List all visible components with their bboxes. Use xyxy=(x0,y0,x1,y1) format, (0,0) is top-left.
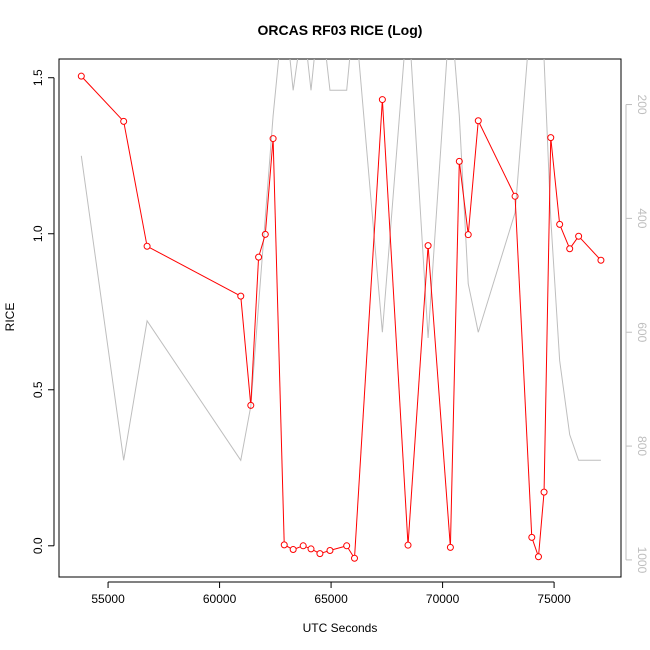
x-tick-label: 55000 xyxy=(91,592,125,606)
data-point xyxy=(540,488,548,496)
data-point xyxy=(261,230,269,238)
series-line-segment xyxy=(427,248,451,545)
series-line-segment xyxy=(250,260,259,403)
series-line-segment xyxy=(532,540,538,555)
data-point xyxy=(247,401,255,409)
plot-area: 55000 60000 65000 70000 75000 0.0 0.5 1.0 1.5 200… xyxy=(31,59,649,606)
series-line-segment xyxy=(550,140,560,222)
y-tick-label: 0.0 xyxy=(31,537,45,554)
data-point xyxy=(289,546,297,554)
right-tick-label: 1000 xyxy=(635,547,649,574)
series-line-segment xyxy=(286,545,291,549)
data-point xyxy=(556,220,564,228)
series-line-segment xyxy=(123,124,148,244)
series-line-segment xyxy=(538,495,545,554)
y-tick-label: 1.5 xyxy=(31,69,45,86)
series-line-segment xyxy=(407,248,429,543)
series-line-segment xyxy=(82,78,122,120)
data-point xyxy=(316,550,324,558)
chart-title: ORCAS RF03 RICE (Log) xyxy=(258,22,423,38)
series-line-segment xyxy=(272,141,285,542)
series-line-segment xyxy=(514,199,533,535)
right-tick-label: 600 xyxy=(635,322,649,342)
data-point xyxy=(464,231,472,239)
y-tick-label: 1.0 xyxy=(31,225,45,242)
series-line-segment xyxy=(265,141,274,232)
data-point xyxy=(120,117,128,125)
data-point xyxy=(566,245,574,253)
data-point xyxy=(534,553,542,561)
series-line-segment xyxy=(543,140,552,490)
x-tick-label: 70000 xyxy=(426,592,460,606)
series-line-segment xyxy=(347,548,354,556)
series-line-segment xyxy=(332,546,344,551)
series-line-segment xyxy=(580,238,600,259)
plot-frame xyxy=(58,58,622,578)
right-tick-label: 200 xyxy=(635,95,649,115)
series-line-segment xyxy=(354,102,383,556)
series-line-segment xyxy=(467,123,479,232)
data-point xyxy=(378,96,386,104)
data-point xyxy=(269,135,277,143)
y-axis-label: RICE xyxy=(3,303,17,332)
series-line-segment xyxy=(313,549,318,553)
data-point xyxy=(446,543,454,551)
series-line-segment xyxy=(560,226,570,247)
data-point xyxy=(77,72,85,80)
series-line-segment xyxy=(479,123,515,194)
data-point xyxy=(343,542,351,550)
data-point xyxy=(511,192,519,200)
series-line-segment xyxy=(571,238,578,247)
series-line-segment xyxy=(459,164,469,232)
data-point xyxy=(326,546,334,554)
data-point xyxy=(528,533,536,541)
data-point xyxy=(307,545,315,553)
series-line-segment xyxy=(149,247,239,296)
data-point xyxy=(575,232,583,240)
series-line-right xyxy=(80,59,601,462)
data-point xyxy=(404,541,412,549)
data-layer xyxy=(77,59,605,562)
data-point xyxy=(255,253,263,261)
series-line-segment xyxy=(240,299,252,403)
series-line-segment xyxy=(258,237,265,255)
series-line-segment xyxy=(322,550,328,554)
data-point xyxy=(299,542,307,550)
series-line-segment xyxy=(382,102,409,543)
y-tick-label: 0.5 xyxy=(31,381,45,398)
right-tick-label: 800 xyxy=(635,436,649,456)
x-tick-label: 65000 xyxy=(314,592,348,606)
series-line-segment xyxy=(295,546,301,549)
x-tick-label: 60000 xyxy=(203,592,237,606)
data-point xyxy=(280,541,288,549)
data-point xyxy=(143,242,151,250)
data-point xyxy=(424,242,432,250)
right-tick-label: 400 xyxy=(635,208,649,228)
data-point xyxy=(455,157,463,165)
data-point xyxy=(350,554,358,562)
x-axis-label: UTC Seconds xyxy=(303,621,378,635)
data-point xyxy=(547,134,555,142)
x-tick-label: 75000 xyxy=(537,592,571,606)
data-point xyxy=(474,117,482,125)
data-point xyxy=(237,292,245,300)
data-point xyxy=(597,256,605,264)
series-line-segment xyxy=(449,164,460,545)
